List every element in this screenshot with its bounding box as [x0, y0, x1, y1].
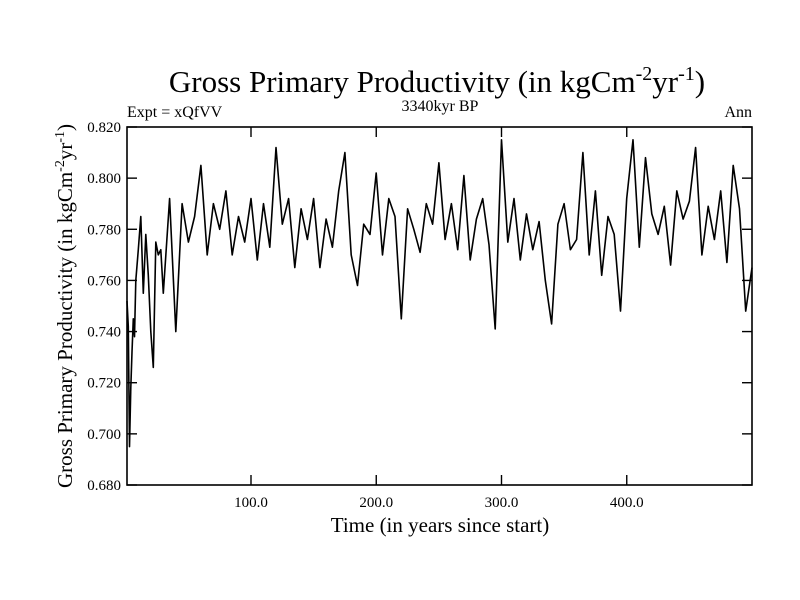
y-tick-label: 0.700 — [87, 427, 121, 443]
y-tick-label: 0.740 — [87, 325, 121, 341]
y-tick-label: 0.780 — [87, 222, 121, 238]
season-label: Ann — [724, 104, 752, 121]
x-tick-label: 300.0 — [485, 495, 519, 511]
period-label: 3340kyr BP — [402, 98, 479, 115]
experiment-label: Expt = xQfVV — [127, 104, 223, 121]
y-tick-label: 0.720 — [87, 376, 121, 392]
plot-frame — [126, 126, 753, 486]
chart-title: Gross Primary Productivity (in kgCm-2yr-… — [169, 63, 705, 99]
y-axis-label: Gross Primary Productivity (in kgCm-2yr-… — [53, 124, 77, 488]
x-axis-ticks: 100.0 200.0 300.0 400.0 — [234, 127, 644, 511]
y-tick-label: 0.760 — [87, 273, 121, 289]
y-tick-label: 0.680 — [87, 478, 121, 494]
x-axis-label: Time (in years since start) — [331, 513, 550, 537]
x-tick-label: 200.0 — [359, 495, 393, 511]
x-tick-label: 100.0 — [234, 495, 268, 511]
gpp-series-line — [126, 139, 753, 448]
y-tick-label: 0.820 — [87, 120, 121, 136]
y-tick-label: 0.800 — [87, 171, 121, 187]
x-tick-label: 400.0 — [610, 495, 644, 511]
y-axis-ticks: 0.680 0.700 0.720 0.740 0.760 0.780 0.800 0.820 — [87, 120, 752, 494]
